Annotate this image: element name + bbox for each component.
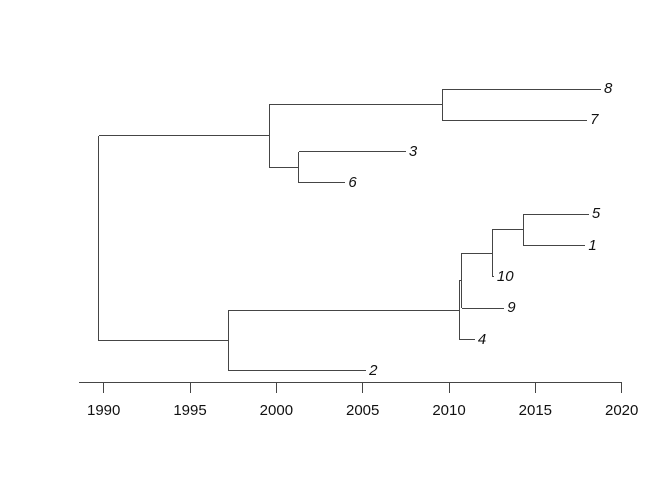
clade-vertical-line [441,89,443,121]
branch-line [442,119,588,121]
branch-line [98,340,228,342]
tip-label-9: 9 [507,299,516,317]
clade-vertical-line [491,229,493,277]
branch-line [269,166,299,168]
branch-line [442,88,601,90]
axis-tick [448,382,450,393]
axis-tick-label-2000: 2000 [259,402,294,419]
branch-line [98,135,270,137]
clade-vertical-line [458,280,460,340]
axis-tick-label-1990: 1990 [87,402,121,419]
axis-tick [362,382,364,393]
axis-tick [189,382,191,393]
branch-line [461,252,493,254]
axis-line [79,381,622,383]
axis-tick-label-2005: 2005 [346,402,380,419]
axis-tick-label-2015: 2015 [518,402,553,419]
branch-line [298,182,346,184]
axis-tick [275,382,277,393]
branch-line [523,245,586,247]
branch-line [459,339,475,341]
branch-line [298,151,406,153]
clade-vertical-line [268,104,270,168]
tip-label-6: 6 [348,173,357,191]
branch-line [269,104,443,106]
axis-tick-label-1995: 1995 [173,402,207,419]
axis-tick-label-2020: 2020 [604,402,639,419]
branch-line [523,213,589,215]
branch-line [228,370,367,372]
tip-label-5: 5 [591,205,601,223]
clade-vertical-line [461,253,463,309]
axis-tick [621,382,623,393]
tip-label-3: 3 [408,142,418,160]
clade-vertical-line [227,310,229,371]
clade-vertical-line [298,151,300,183]
tip-label-8: 8 [603,80,613,97]
tip-label-10: 10 [496,267,514,285]
branch-line [228,309,460,311]
tip-label-4: 4 [477,330,487,348]
axis-tick [103,382,105,393]
tip-label-2: 2 [369,361,378,379]
branch-line [492,229,524,231]
tip-label-7: 7 [590,111,599,129]
clade-vertical-line [522,214,524,246]
axis-tick-label-2010: 2010 [432,402,466,419]
tip-label-1: 1 [588,236,597,254]
axis-tick [534,382,536,393]
branch-line [461,307,505,309]
branch-line [492,276,494,278]
branch-line [459,280,462,282]
clade-vertical-line [98,135,100,341]
